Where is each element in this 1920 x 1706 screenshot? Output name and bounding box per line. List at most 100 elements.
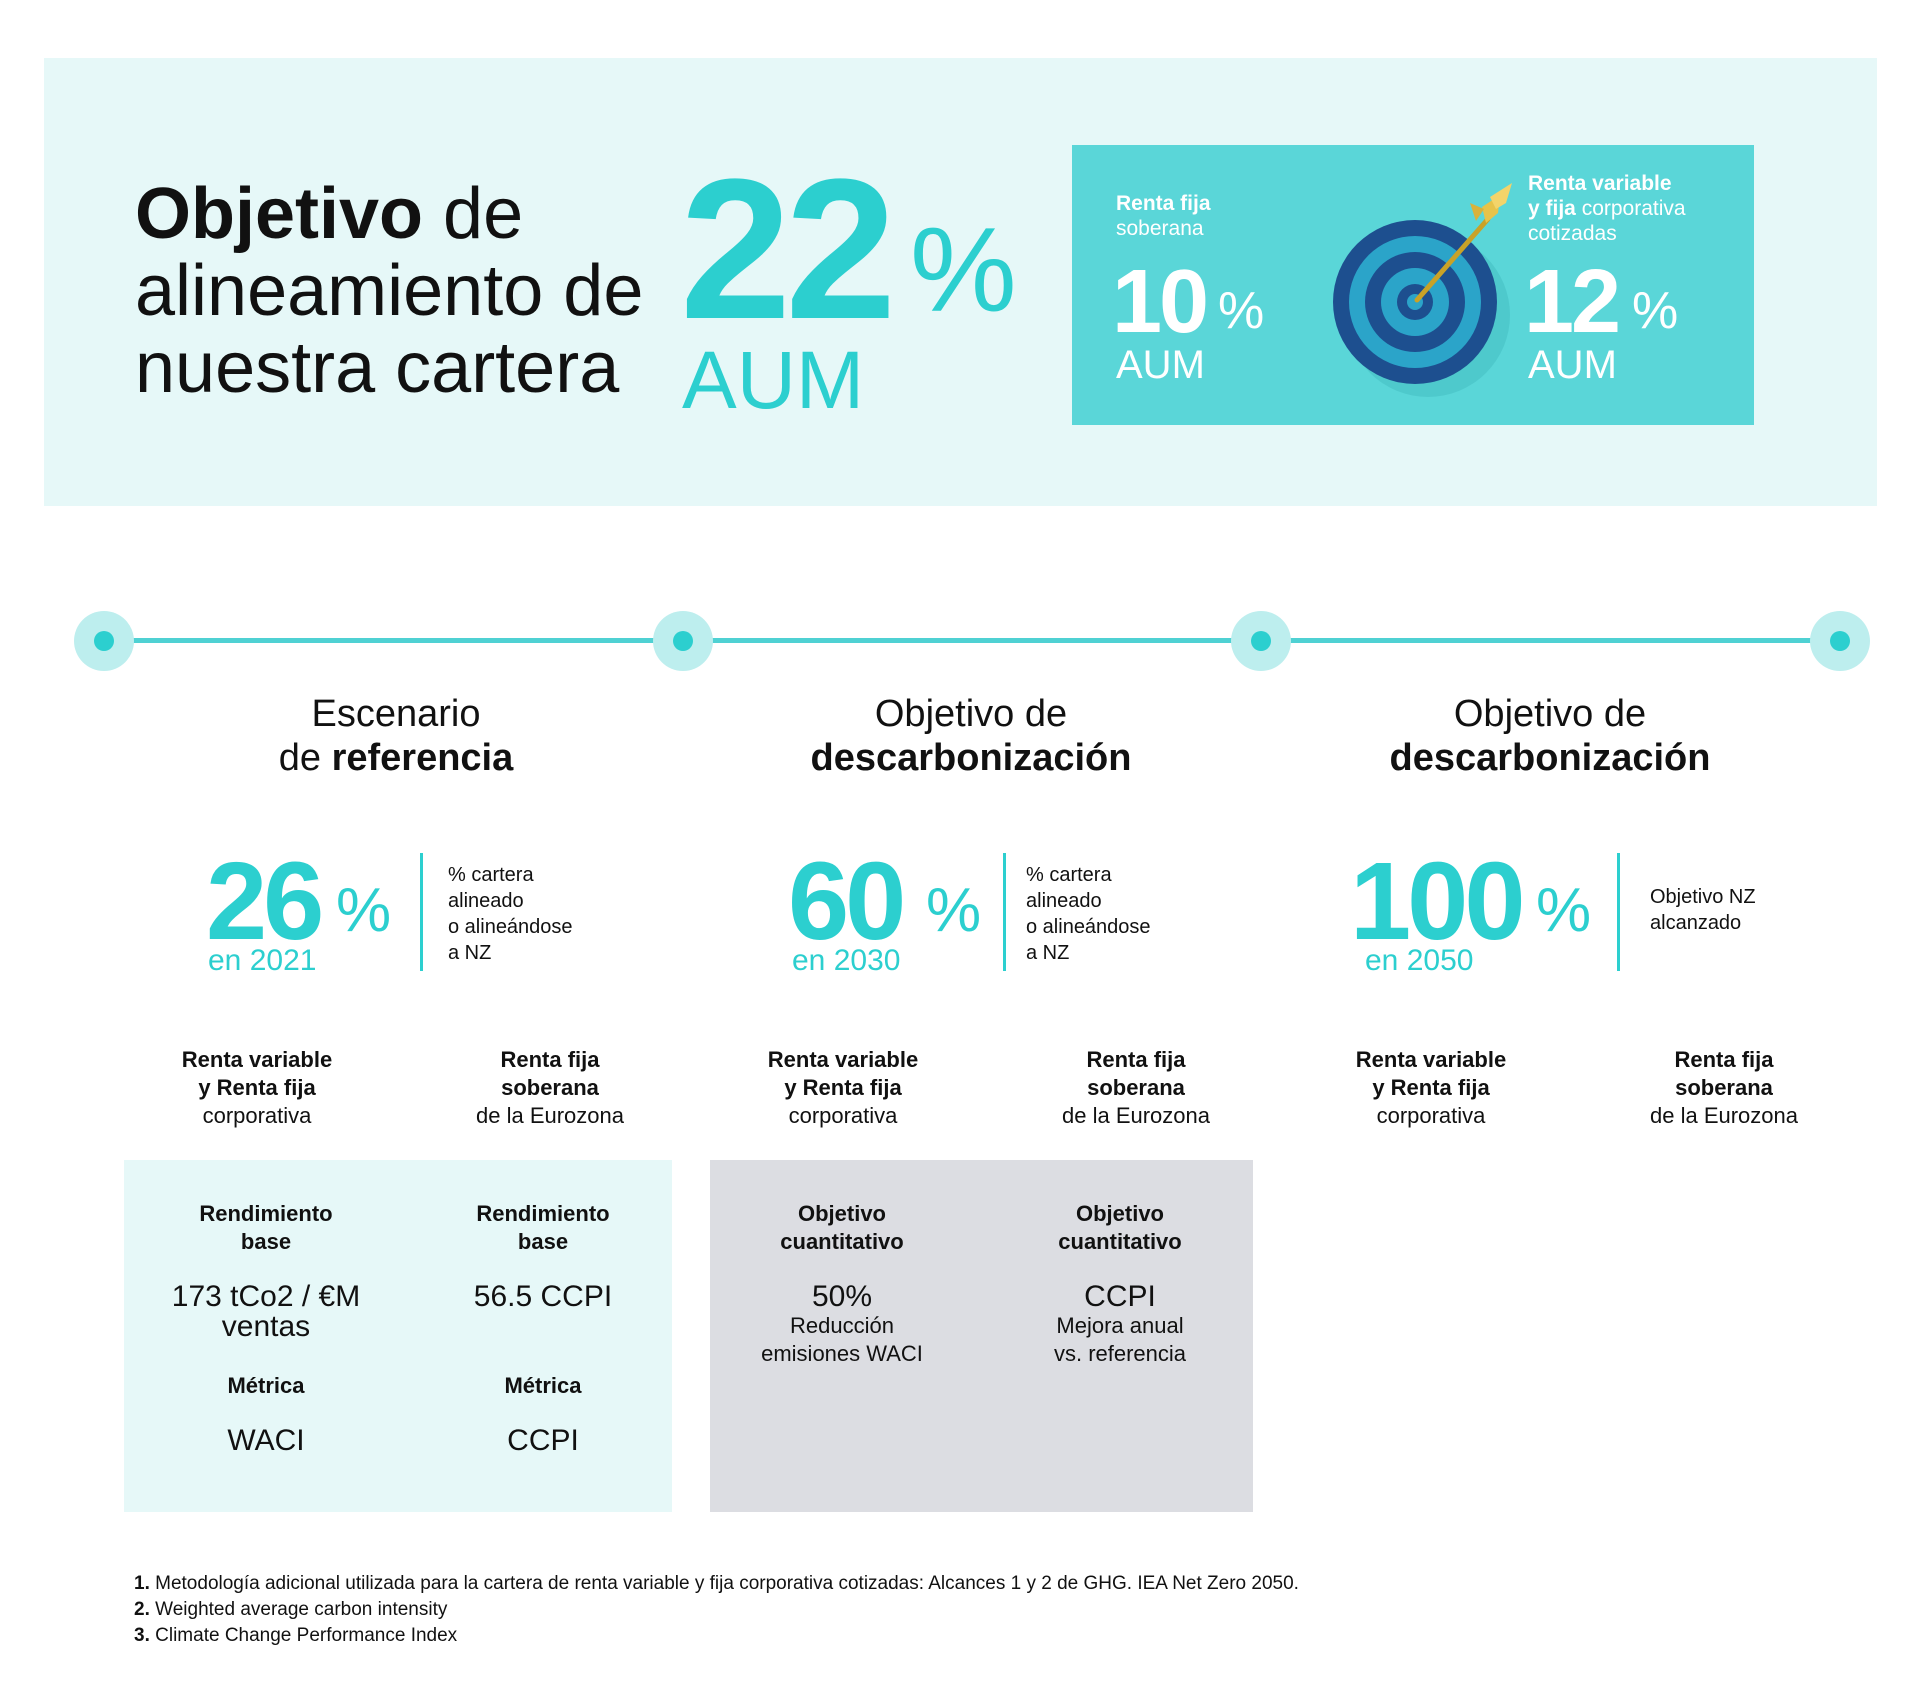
subhead-bold-2: y Renta fija [1372, 1075, 1490, 1100]
ref-left-value-2: ventas [221, 1310, 311, 1343]
phase-heading-bold: descarbonización [1389, 737, 1711, 779]
subhead-rest: corporativa [1376, 1103, 1486, 1128]
phase-1-desc-line: alineado [448, 890, 524, 912]
total-alignment-value: 22 [680, 138, 896, 361]
subhead-bold-2: y Renta fija [784, 1075, 902, 1100]
corporate-label-bold-2: y fija [1528, 197, 1576, 220]
phase-heading-line-1: Objetivo de [1453, 693, 1647, 735]
corporate-label-rest-3: cotizadas [1528, 222, 1617, 245]
target-right-note-1: Mejora anual [1056, 1313, 1184, 1338]
target-metrics-box: Objetivo cuantitativo 50% Reducción emis… [710, 1160, 1253, 1512]
ref-left-title-1: Rendimiento [199, 1201, 333, 1226]
target-right-value: CCPI [1084, 1280, 1156, 1313]
phase-3-desc-line: Objetivo NZ [1650, 886, 1756, 908]
footnote-text: Climate Change Performance Index [149, 1625, 458, 1646]
total-alignment-unit: AUM [682, 335, 865, 426]
footnote-1: 1. Metodología adicional utilizada para … [134, 1571, 1299, 1597]
phase-3-value: 100 [1350, 840, 1526, 963]
phase-2-desc-line: alineado [1026, 890, 1102, 912]
phase-3-desc-line: alcanzado [1650, 912, 1742, 934]
subhead-bold-2: y Renta fija [198, 1075, 316, 1100]
subhead-bold-1: Renta variable [181, 1047, 333, 1072]
ref-left-title-2: base [240, 1229, 292, 1254]
phase-1-desc-line: % cartera [448, 864, 534, 886]
ref-right-title-1: Rendimiento [476, 1201, 610, 1226]
sovereign-label-rest: soberana [1116, 217, 1204, 240]
phase-1-divider [420, 853, 423, 971]
phase-3-sign: % [1536, 876, 1592, 945]
phase-heading-line-1: Escenario [311, 693, 481, 735]
phase-1-desc-line: a NZ [448, 942, 492, 964]
footnote-text: Weighted average carbon intensity [149, 1599, 448, 1620]
corporate-value: 12 [1524, 252, 1621, 352]
target-left-value: 50% [811, 1280, 873, 1313]
phase-heading-2050: Objetivo de descarbonización [1290, 692, 1810, 780]
target-left-note-1: Reducción [790, 1313, 894, 1338]
sovereign-sign: % [1218, 282, 1265, 340]
phase-3-divider [1617, 853, 1620, 971]
subhead-sovereign-2021: Renta fija soberana de la Eurozona [420, 1046, 680, 1130]
subhead-bold-1: Renta fija [500, 1047, 600, 1072]
subhead-rest: corporativa [788, 1103, 898, 1128]
phase-heading-bold: descarbonización [810, 737, 1132, 779]
title-rest: de [423, 174, 524, 254]
footnote-2: 2. Weighted average carbon intensity [134, 1597, 447, 1623]
subhead-bold-1: Renta variable [1355, 1047, 1507, 1072]
footnote-number: 2. [134, 1599, 150, 1620]
timeline-node-3 [1251, 631, 1271, 651]
ref-right-value: 56.5 CCPI [473, 1280, 613, 1313]
footnote-number: 3. [134, 1625, 150, 1646]
target-right-title-2: cuantitativo [1058, 1229, 1182, 1254]
phase-3-description: Objetivo NZ alcanzado [1650, 884, 1810, 936]
phase-heading-reference: Escenario de referencia [136, 692, 656, 780]
subhead-sovereign-2030: Renta fija soberana de la Eurozona [1006, 1046, 1266, 1130]
phase-2-year: en 2030 [792, 944, 901, 977]
footnote-3: 3. Climate Change Performance Index [134, 1623, 457, 1649]
ref-right-metric-value: CCPI [507, 1424, 579, 1457]
corporate-label-bold-1: Renta variable [1528, 172, 1672, 195]
subhead-bold-1: Renta fija [1674, 1047, 1774, 1072]
sovereign-unit: AUM [1116, 343, 1205, 387]
subhead-corporate-2030: Renta variable y Renta fija corporativa [713, 1046, 973, 1130]
subhead-corporate-2050: Renta variable y Renta fija corporativa [1301, 1046, 1561, 1130]
phase-1-desc-line: o alineándose [448, 916, 573, 938]
subhead-sovereign-2050: Renta fija soberana de la Eurozona [1594, 1046, 1854, 1130]
target-arrow-icon [1333, 183, 1512, 397]
title-bold: Objetivo [135, 174, 424, 254]
subhead-bold-1: Renta fija [1086, 1047, 1186, 1072]
ref-right-metric-title: Métrica [504, 1373, 582, 1398]
corporate-label: Renta variable y fija corporativa cotiza… [1528, 171, 1686, 246]
phase-heading-bold: referencia [331, 737, 514, 779]
subhead-rest: corporativa [202, 1103, 312, 1128]
phase-2-desc-line: o alineándose [1026, 916, 1151, 938]
title-line-2: alineamiento de [135, 251, 644, 331]
target-right-note-2: vs. referencia [1053, 1341, 1187, 1366]
corporate-label-rest-2: corporativa [1575, 197, 1686, 220]
subhead-bold-2: soberana [501, 1075, 599, 1100]
phase-2-divider [1003, 853, 1006, 971]
target-left-title: Objetivo cuantitativo [727, 1200, 957, 1256]
corporate-sign: % [1632, 282, 1679, 340]
page-title: Objetivo de alineamiento de nuestra cart… [135, 176, 695, 407]
ref-left-metric-value: WACI [227, 1424, 305, 1457]
phase-2-sign: % [926, 876, 982, 945]
phase-heading-pre: de [278, 737, 332, 779]
subhead-rest: de la Eurozona [476, 1103, 624, 1128]
footnote-text: Metodología adicional utilizada para la … [149, 1573, 1299, 1594]
phase-heading-2030: Objetivo de descarbonización [711, 692, 1231, 780]
timeline-node-1 [94, 631, 114, 651]
phase-2-description: % cartera alineado o alineándose a NZ [1026, 862, 1186, 966]
phase-2-desc-line: a NZ [1026, 942, 1070, 964]
corporate-unit: AUM [1528, 343, 1617, 387]
subhead-bold-2: soberana [1087, 1075, 1185, 1100]
subhead-corporate-2021: Renta variable y Renta fija corporativa [127, 1046, 387, 1130]
phase-3-year: en 2050 [1365, 944, 1474, 977]
target-left-title-1: Objetivo [797, 1201, 886, 1226]
phase-1-year: en 2021 [208, 944, 317, 977]
sovereign-label-bold: Renta fija [1116, 192, 1211, 215]
timeline-node-2 [673, 631, 693, 651]
title-line-3: nuestra cartera [135, 328, 620, 408]
target-left-title-2: cuantitativo [780, 1229, 904, 1254]
target-right-title-1: Objetivo [1075, 1201, 1164, 1226]
footnote-number: 1. [134, 1573, 150, 1594]
